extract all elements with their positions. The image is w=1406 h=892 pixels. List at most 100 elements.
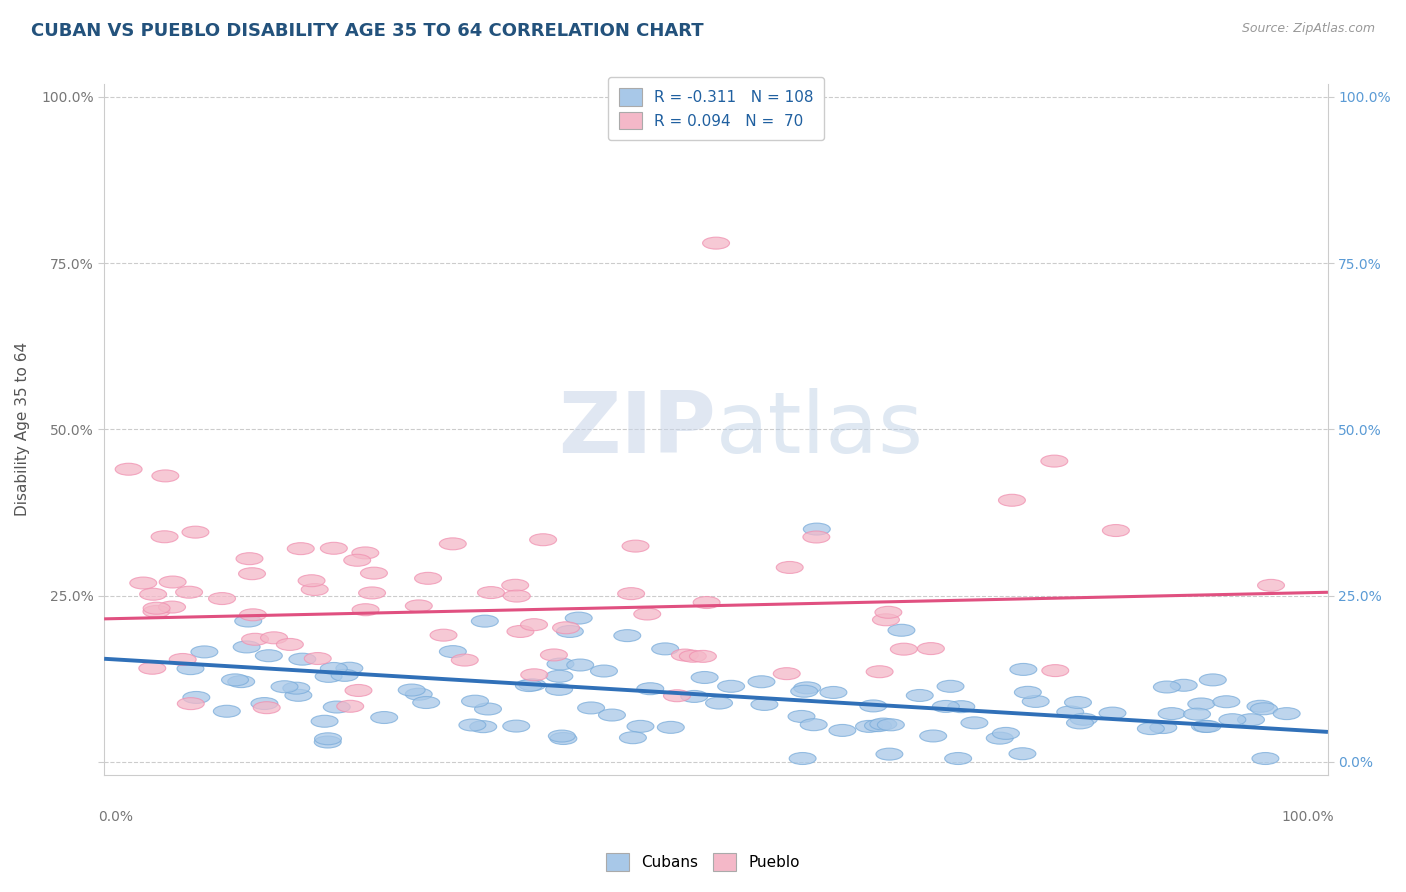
Ellipse shape (1219, 714, 1246, 726)
Ellipse shape (998, 494, 1025, 507)
Ellipse shape (546, 670, 572, 682)
Ellipse shape (301, 583, 328, 596)
Ellipse shape (907, 690, 934, 701)
Ellipse shape (260, 632, 287, 644)
Ellipse shape (1099, 707, 1126, 719)
Ellipse shape (1188, 698, 1215, 710)
Ellipse shape (311, 715, 337, 727)
Ellipse shape (856, 721, 883, 732)
Ellipse shape (277, 639, 304, 650)
Ellipse shape (1274, 707, 1301, 720)
Ellipse shape (508, 625, 534, 638)
Ellipse shape (344, 684, 373, 697)
Ellipse shape (287, 542, 314, 555)
Ellipse shape (658, 722, 685, 733)
Ellipse shape (236, 553, 263, 565)
Y-axis label: Disability Age 35 to 64: Disability Age 35 to 64 (15, 343, 30, 516)
Ellipse shape (250, 698, 278, 709)
Ellipse shape (332, 669, 359, 681)
Ellipse shape (321, 663, 347, 674)
Ellipse shape (547, 658, 574, 670)
Ellipse shape (181, 526, 209, 538)
Ellipse shape (652, 643, 679, 655)
Ellipse shape (143, 602, 170, 615)
Ellipse shape (890, 643, 917, 655)
Ellipse shape (1010, 747, 1036, 760)
Ellipse shape (298, 574, 325, 587)
Text: atlas: atlas (716, 388, 924, 471)
Ellipse shape (336, 662, 363, 674)
Ellipse shape (233, 641, 260, 653)
Ellipse shape (800, 719, 827, 731)
Ellipse shape (936, 681, 965, 692)
Ellipse shape (451, 654, 478, 666)
Ellipse shape (139, 588, 166, 600)
Ellipse shape (1137, 723, 1164, 735)
Ellipse shape (873, 614, 900, 626)
Ellipse shape (1170, 680, 1197, 691)
Ellipse shape (620, 731, 647, 744)
Ellipse shape (360, 567, 388, 579)
Ellipse shape (870, 718, 897, 730)
Ellipse shape (565, 612, 592, 624)
Ellipse shape (803, 523, 831, 535)
Ellipse shape (352, 604, 380, 615)
Ellipse shape (503, 720, 530, 732)
Ellipse shape (877, 719, 904, 731)
Ellipse shape (159, 601, 186, 613)
Ellipse shape (557, 625, 583, 638)
Ellipse shape (470, 721, 496, 732)
Ellipse shape (1042, 665, 1069, 677)
Ellipse shape (461, 695, 488, 707)
Ellipse shape (520, 619, 547, 631)
Ellipse shape (398, 684, 425, 696)
Ellipse shape (540, 649, 568, 661)
Ellipse shape (634, 608, 661, 620)
Ellipse shape (776, 561, 803, 574)
Ellipse shape (627, 721, 654, 732)
Ellipse shape (717, 681, 745, 692)
Ellipse shape (285, 690, 312, 701)
Ellipse shape (1247, 700, 1274, 712)
Ellipse shape (183, 691, 209, 704)
Ellipse shape (578, 702, 605, 714)
Ellipse shape (918, 642, 945, 655)
Ellipse shape (321, 542, 347, 554)
Ellipse shape (889, 624, 915, 636)
Ellipse shape (159, 576, 186, 588)
Ellipse shape (617, 588, 644, 599)
Ellipse shape (945, 753, 972, 764)
Ellipse shape (553, 622, 579, 633)
Ellipse shape (860, 700, 887, 712)
Ellipse shape (621, 541, 650, 552)
Ellipse shape (439, 538, 467, 549)
Ellipse shape (413, 697, 440, 708)
Ellipse shape (1064, 697, 1091, 708)
Ellipse shape (478, 587, 505, 599)
Ellipse shape (520, 669, 548, 681)
Ellipse shape (1250, 703, 1278, 714)
Ellipse shape (794, 681, 821, 694)
Ellipse shape (143, 606, 170, 617)
Ellipse shape (1040, 455, 1067, 467)
Text: CUBAN VS PUEBLO DISABILITY AGE 35 TO 64 CORRELATION CHART: CUBAN VS PUEBLO DISABILITY AGE 35 TO 64 … (31, 22, 703, 40)
Ellipse shape (1102, 524, 1129, 536)
Ellipse shape (176, 586, 202, 599)
Ellipse shape (866, 665, 893, 678)
Ellipse shape (599, 709, 626, 721)
Ellipse shape (242, 633, 269, 645)
Ellipse shape (1184, 708, 1211, 720)
Ellipse shape (820, 687, 846, 698)
Ellipse shape (548, 730, 575, 742)
Ellipse shape (271, 681, 298, 693)
Ellipse shape (1150, 722, 1177, 733)
Ellipse shape (567, 659, 593, 671)
Ellipse shape (235, 615, 262, 627)
Ellipse shape (458, 719, 486, 731)
Ellipse shape (177, 663, 204, 674)
Ellipse shape (405, 600, 432, 612)
Ellipse shape (803, 531, 830, 543)
Ellipse shape (502, 579, 529, 591)
Ellipse shape (993, 727, 1019, 739)
Ellipse shape (1251, 753, 1279, 764)
